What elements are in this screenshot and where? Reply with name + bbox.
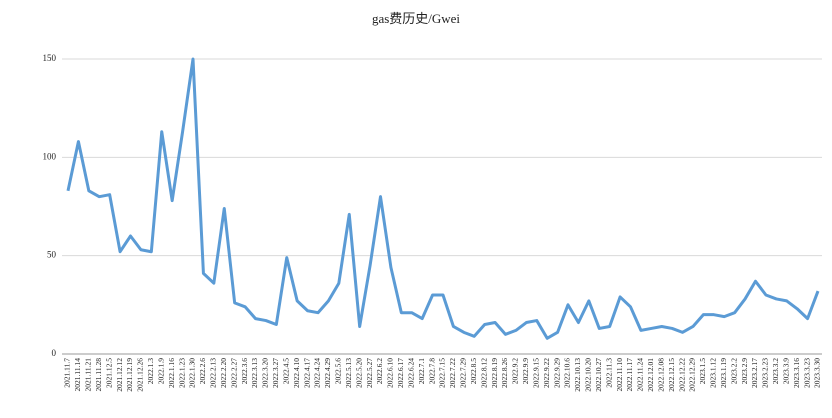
x-tick-label: 2021.11.14 (73, 358, 82, 392)
x-tick-label: 2021.11.7 (63, 358, 72, 388)
y-tick-label: 0 (52, 348, 57, 358)
x-tick-label: 2022.3.13 (250, 358, 259, 388)
x-tick-label: 2023.2.2 (729, 358, 738, 385)
x-tick-label: 2022.1.23 (177, 358, 186, 388)
x-tick-label: 2022.3.20 (261, 358, 270, 388)
x-tick-label: 2022.11.17 (625, 358, 634, 392)
x-tick-label: 2023.2.17 (750, 358, 759, 388)
x-tick-label: 2022.11.3 (604, 358, 613, 388)
x-tick-label: 2022.9.22 (542, 358, 551, 388)
x-tick-label: 2023.3.30 (813, 358, 822, 388)
chart-title: gas费历史/Gwei (372, 11, 460, 26)
data-line (66, 57, 820, 340)
x-tick-label: 2022.9.15 (531, 358, 540, 388)
y-tick-label: 50 (47, 250, 57, 260)
x-tick-label: 2023.3.9 (781, 358, 790, 385)
x-tick-label: 2022.10.27 (594, 358, 603, 392)
x-tick-label: 2022.4.5 (281, 358, 290, 385)
x-tick-label: 2022.11.10 (615, 358, 624, 392)
x-tick-label: 2022.12.01 (646, 358, 655, 392)
x-tick-label: 2022.4.24 (313, 358, 322, 388)
x-tick-label: 2021.11.28 (94, 358, 103, 392)
x-tick-label: 2021.11.21 (84, 358, 93, 392)
x-tick-label: 2022.2.27 (229, 358, 238, 388)
x-tick-label: 2021.12.12 (115, 358, 124, 392)
x-tick-label: 2023.1.19 (719, 358, 728, 388)
x-tick-label: 2022.2.13 (209, 358, 218, 388)
x-tick-label: 2022.10.20 (584, 358, 593, 392)
x-tick-label: 2022.1.3 (146, 358, 155, 385)
x-tick-label: 2022.9.29 (552, 358, 561, 388)
x-tick-label: 2022.3.6 (240, 358, 249, 385)
x-tick-label: 2022.9.2 (511, 358, 520, 385)
x-tick-label: 2022.4.17 (302, 358, 311, 388)
x-tick-label: 2022.7.22 (448, 358, 457, 388)
x-tick-label: 2023.3.2 (771, 358, 780, 385)
y-tick-label: 100 (43, 151, 57, 161)
x-tick-label: 2022.7.15 (438, 358, 447, 388)
x-tick-label: 2022.8.12 (479, 358, 488, 388)
x-tick-label: 2023.2.23 (761, 358, 770, 388)
x-tick-label: 2022.3.27 (271, 358, 280, 388)
x-tick-label: 2023.3.16 (792, 358, 801, 388)
x-tick-label: 2022.11.24 (636, 358, 645, 392)
x-tick-label: 2022.4.29 (323, 358, 332, 388)
x-tick-label: 2022.12.08 (656, 358, 665, 392)
x-tick-label: 2022.12.29 (688, 358, 697, 392)
x-tick-label: 2022.5.27 (365, 358, 374, 388)
x-tick-label: 2023.1.12 (709, 358, 718, 388)
x-tick-label: 2023.1.5 (698, 358, 707, 385)
x-tick-label: 2023.2.9 (740, 358, 749, 385)
x-tick-label: 2022.8.19 (490, 358, 499, 388)
x-tick-label: 2022.6.24 (406, 358, 415, 388)
x-tick-label: 2021.12.19 (125, 358, 134, 392)
x-tick-label: 2022.5.20 (354, 358, 363, 388)
x-tick-label: 2022.8.5 (469, 358, 478, 385)
x-tick-label: 2022.6.17 (396, 358, 405, 388)
x-tick-label: 2021.12.5 (104, 358, 113, 388)
x-tick-label: 2023.3.23 (802, 358, 811, 388)
x-tick-label: 2022.2.20 (219, 358, 228, 388)
x-tick-label: 2022.10.6 (563, 358, 572, 388)
x-tick-label: 2022.6.10 (386, 358, 395, 388)
x-tick-label: 2022.7.29 (459, 358, 468, 388)
x-tick-label: 2022.6.2 (375, 358, 384, 385)
x-tick-label: 2022.4.10 (292, 358, 301, 388)
x-tick-label: 2022.10.13 (573, 358, 582, 392)
x-tick-label: 2022.1.9 (156, 358, 165, 385)
x-tick-label: 2022.5.13 (344, 358, 353, 388)
x-tick-label: 2022.8.26 (500, 358, 509, 388)
x-tick-label: 2022.12.15 (667, 358, 676, 392)
x-tick-label: 2022.7.8 (427, 358, 436, 385)
x-tick-label: 2022.5.6 (334, 358, 343, 385)
y-tick-label: 150 (43, 53, 57, 63)
x-tick-label: 2022.1.30 (188, 358, 197, 388)
x-tick-label: 2021.12.26 (136, 358, 145, 392)
x-tick-label: 2022.1.16 (167, 358, 176, 388)
x-tick-label: 2022.9.9 (521, 358, 530, 385)
x-tick-label: 2022.12.22 (677, 358, 686, 392)
x-tick-label: 2022.2.6 (198, 358, 207, 385)
x-tick-label: 2022.7.1 (417, 358, 426, 385)
